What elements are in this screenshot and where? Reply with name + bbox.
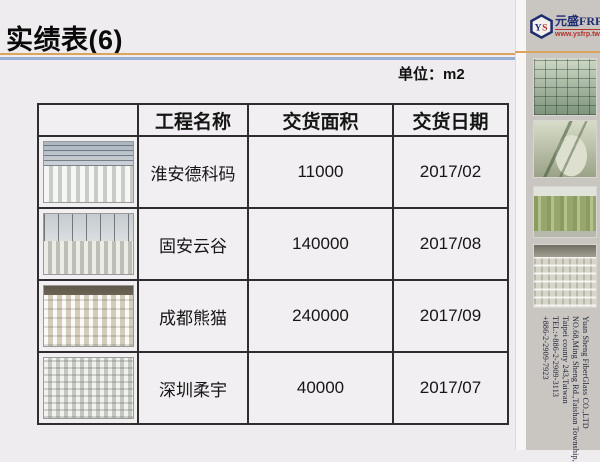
ys-hexagon-icon: Y S xyxy=(530,13,553,39)
delivery-date-cell: 2017/09 xyxy=(392,279,509,353)
company-sidebar: Y S 元盛FRP www.ysfrp.tw Yuan Sheng FiberG… xyxy=(526,0,600,462)
performance-table: 工程名称 交货面积 交货日期 淮安德科码 11000 2017/02 固安云谷 … xyxy=(37,103,509,425)
address-line: +886-2-2909-7923 xyxy=(541,316,550,380)
column-header-delivery-date: 交货日期 xyxy=(392,103,509,137)
address-line: Taipei county 243,Taiwan xyxy=(561,316,570,404)
table-row: 淮安德科码 11000 2017/02 xyxy=(37,135,509,209)
sidebar-photo-storage-tanks xyxy=(533,186,597,238)
column-header-delivery-area: 交货面积 xyxy=(247,103,394,137)
title-underline-blue xyxy=(0,57,515,60)
delivery-date-cell: 2017/08 xyxy=(392,207,509,281)
project-name-cell: 淮安德科码 xyxy=(137,135,249,209)
column-header-photo xyxy=(37,103,139,137)
divider-strip xyxy=(515,0,526,450)
project-photo-huaian xyxy=(42,141,134,203)
project-name-cell: 成都熊猫 xyxy=(137,279,249,353)
table-row: 成都熊猫 240000 2017/09 xyxy=(37,279,509,353)
table-header-row: 工程名称 交货面积 交货日期 xyxy=(37,103,509,137)
delivery-area-cell: 140000 xyxy=(247,207,394,281)
sidebar-photo-factory-floor xyxy=(533,244,597,308)
delivery-area-cell: 11000 xyxy=(247,135,394,209)
project-photo-chengdu xyxy=(42,285,134,347)
unit-label: 单位：m2 xyxy=(398,66,465,83)
project-photo-guan xyxy=(42,213,134,275)
slide-main-area: 实绩表(6) 单位：m2 工程名称 交货面积 交货日期 淮安德科码 11000 … xyxy=(0,25,515,425)
sidebar-photo-frp-tank xyxy=(533,120,597,178)
column-header-project-name: 工程名称 xyxy=(137,103,249,137)
sidebar-photo-ceiling-structure xyxy=(533,58,597,116)
project-name-cell: 固安云谷 xyxy=(137,207,249,281)
website-url: www.ysfrp.tw xyxy=(555,28,600,38)
project-name-cell: 深圳柔宇 xyxy=(137,351,249,425)
page-title: 实绩表(6) xyxy=(6,25,123,55)
company-address: Yuan Sheng FiberGlass CO.,LTD NO.68,Ming… xyxy=(540,316,590,462)
table-row: 深圳柔宇 40000 2017/07 xyxy=(37,351,509,425)
delivery-date-cell: 2017/07 xyxy=(392,351,509,425)
svg-text:Y: Y xyxy=(535,22,542,33)
table-row: 固安云谷 140000 2017/08 xyxy=(37,207,509,281)
title-underline-orange xyxy=(0,53,515,55)
brand-name: 元盛FRP xyxy=(555,13,600,28)
address-line: TEL:+886-2-2909-3113 xyxy=(551,316,560,398)
project-photo-shenzhen xyxy=(42,357,134,419)
svg-text:S: S xyxy=(542,22,547,33)
sidebar-orange-rule xyxy=(515,51,600,53)
delivery-area-cell: 240000 xyxy=(247,279,394,353)
address-line: Yuan Sheng FiberGlass CO.,LTD xyxy=(581,316,590,429)
delivery-area-cell: 40000 xyxy=(247,351,394,425)
delivery-date-cell: 2017/02 xyxy=(392,135,509,209)
address-line: NO.68,Ming Sheng Rd.,Taishan Township, xyxy=(571,316,580,462)
company-logo: Y S 元盛FRP www.ysfrp.tw xyxy=(526,0,600,50)
